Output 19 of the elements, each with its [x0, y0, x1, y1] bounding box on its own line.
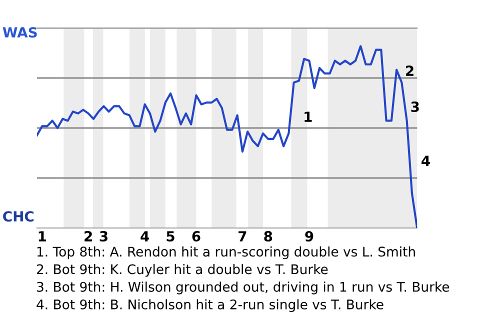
x-tick-label: 8	[264, 231, 272, 242]
annotation: 1	[304, 112, 312, 122]
text: 4	[422, 156, 430, 166]
x-tick-label: 6	[192, 231, 200, 242]
text: 3. Bot 9th: H. Wilson grounded out, driving in 1 run vs T. Burke	[37, 282, 450, 294]
x-tick-label: 5	[166, 231, 174, 242]
x-tick-label: 2	[84, 231, 92, 242]
x-tick-label: 7	[238, 231, 246, 242]
annotation: 3	[411, 102, 419, 112]
text: 4. Bot 9th: B. Nicholson hit a 2-run single vs T. Burke	[36, 299, 384, 312]
x-tick-label: 9	[305, 231, 314, 242]
text: WAS	[2, 27, 37, 38]
x-tick-label: 3	[100, 231, 108, 242]
x-tick-label: 1	[38, 231, 46, 242]
text: CHC	[3, 211, 34, 222]
text: 2. Bot 9th: K. Cuyler hit a double vs T. Burke	[36, 264, 328, 277]
annotation: 2	[406, 66, 414, 76]
text: 1. Top 8th: A. Rendon hit a run-scoring double vs L. Smith	[37, 246, 415, 260]
x-tick-label: 4	[140, 231, 150, 242]
